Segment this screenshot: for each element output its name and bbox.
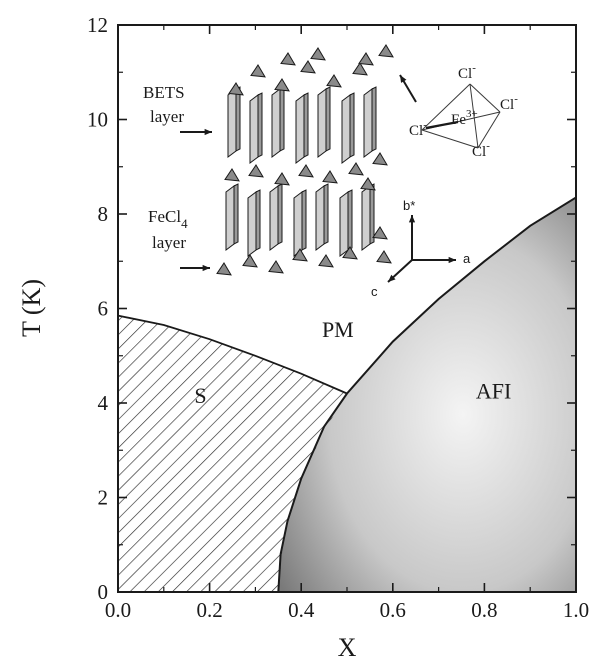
bets-molecule-slab (339, 189, 353, 257)
bets-molecule-slab (363, 86, 377, 158)
y-tick-label: 8 (98, 202, 109, 226)
bets-molecule-slab (271, 86, 285, 158)
y-tick-label: 10 (87, 108, 108, 132)
bets-molecule-slab (249, 92, 263, 164)
fecl4-anion (322, 170, 338, 184)
x-tick-label: 0.6 (380, 598, 406, 622)
axis-c-label: c (371, 284, 378, 299)
axis-b-arrow (408, 215, 416, 260)
region-label-afi: AFI (476, 378, 511, 403)
axis-b-label: b* (403, 198, 415, 213)
y-tick-label: 2 (98, 486, 109, 510)
fecl4-anion (300, 60, 316, 74)
fecl4-anion (268, 260, 284, 274)
y-tick-label: 6 (98, 297, 109, 321)
bets-molecule-slab (315, 183, 329, 251)
bets-molecule-slab (361, 183, 375, 251)
fecl4-anion (342, 246, 358, 260)
fecl4-anion (292, 248, 308, 262)
fecl4-anion (224, 168, 240, 182)
bets-molecule-slab (269, 183, 283, 251)
ion-cl-bottom: Cl- (472, 140, 490, 160)
fecl4-anion (274, 78, 290, 92)
axis-a-label: a (463, 251, 471, 266)
fecl4-anion (242, 254, 258, 268)
fecl4-tetrahedron (421, 83, 501, 149)
fecl4-label-line1: FeCl4 (148, 207, 188, 231)
fecl4-anion (352, 62, 368, 76)
fecl4-label-line2: layer (152, 233, 186, 252)
fecl4-layer-arrow (180, 264, 210, 272)
bets-molecule-slab (341, 92, 355, 164)
y-tick-label: 12 (87, 13, 108, 37)
axis-c-arrow (387, 259, 413, 283)
fecl4-anion (274, 172, 290, 186)
bets-molecule-slab (295, 92, 309, 164)
x-tick-label: 0.8 (471, 598, 497, 622)
x-tick-label: 0.2 (196, 598, 222, 622)
y-axis-label: T (K) (17, 279, 46, 337)
bets-layer-arrow (180, 128, 212, 136)
x-tick-label: 0.0 (105, 598, 131, 622)
s-region (118, 315, 347, 592)
region-label-pm: PM (322, 317, 354, 342)
fecl4-anion (310, 47, 326, 61)
bets-molecule-slab (317, 86, 331, 158)
bets-molecule-slab (227, 86, 241, 158)
ion-cl-right: Cl- (500, 93, 518, 113)
ion-fe-center: Fe3+ (451, 108, 478, 128)
fecl4-anion (298, 164, 314, 178)
y-tick-label: 0 (98, 580, 109, 604)
s-boundary-line (118, 314, 348, 395)
fecl4-anion (216, 262, 232, 276)
x-tick-label: 0.4 (288, 598, 315, 622)
region-label-s: S (194, 383, 206, 408)
fecl4-anion (326, 74, 342, 88)
fecl4-anion (372, 226, 388, 240)
fecl4-main: FeCl (148, 207, 181, 226)
fecl4-anion (358, 52, 374, 66)
crystal-structure-inset (180, 44, 501, 283)
x-axis-label: X (338, 633, 357, 662)
y-tick-label: 4 (98, 391, 109, 415)
fecl4-anion (378, 44, 394, 58)
bets-molecule-slab (293, 189, 307, 257)
afi-region (278, 197, 576, 592)
ion-cl-top: Cl- (458, 62, 476, 82)
fecl4-subscript: 4 (181, 216, 188, 231)
fecl4-anion (250, 64, 266, 78)
fecl4-anion (228, 82, 244, 96)
bets-label-line2: layer (150, 107, 184, 126)
fecl4-anion (348, 162, 364, 176)
fecl4-anion (376, 250, 392, 264)
x-tick-label: 1.0 (563, 598, 589, 622)
fecl4-anion (318, 254, 334, 268)
fecl4-anion (280, 52, 296, 66)
ion-cl-left: Cl- (409, 119, 427, 139)
fecl4-anion (248, 164, 264, 178)
fecl4-anion (372, 152, 388, 166)
axis-a-arrow (412, 256, 456, 264)
bets-molecule-slab (225, 183, 239, 251)
fecl4-anion (360, 177, 376, 191)
bets-label-line1: BETS (143, 83, 185, 102)
bets-molecule-slab (247, 189, 261, 257)
anion-pointer-arrow (399, 74, 417, 103)
